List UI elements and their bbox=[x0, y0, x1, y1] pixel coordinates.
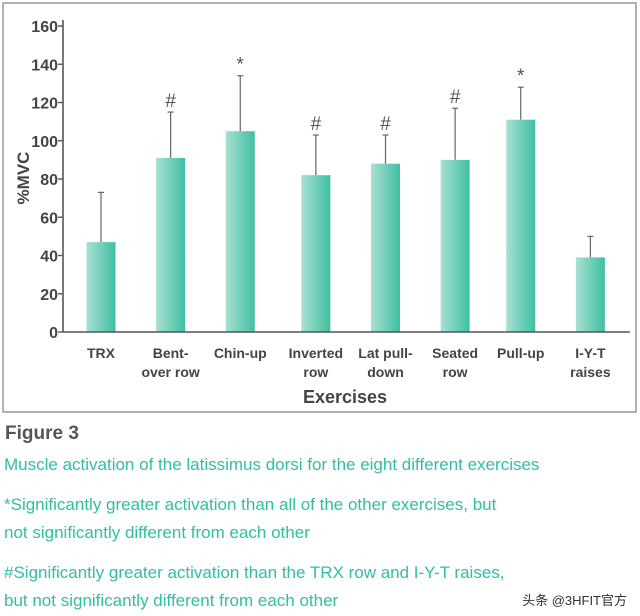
footnote-star: *Significantly greater activation than a… bbox=[4, 491, 496, 547]
significance-marker: * bbox=[237, 55, 245, 76]
figure-caption: Muscle activation of the latissimus dors… bbox=[4, 455, 540, 474]
chart: 0 20 40 60 80 100 120 140 160 # * # # # * TRX Bent-ove… bbox=[2, 2, 637, 413]
bar bbox=[156, 157, 186, 332]
bar bbox=[506, 119, 536, 333]
footnote-hash-line-2: but not significantly different from eac… bbox=[4, 591, 339, 610]
footnote-star-line-1: *Significantly greater activation than a… bbox=[4, 495, 497, 514]
x-tick-label: down bbox=[367, 364, 404, 380]
x-tick-label: Chin-up bbox=[214, 345, 267, 361]
footnote-hash-line-1: #Significantly greater activation than t… bbox=[4, 563, 505, 582]
footnote-hash: #Significantly greater activation than t… bbox=[4, 559, 505, 615]
significance-marker: # bbox=[380, 114, 391, 135]
x-axis-label: Exercises bbox=[303, 387, 387, 407]
y-tick-label: 40 bbox=[40, 249, 58, 266]
x-tick-label: TRX bbox=[87, 345, 116, 361]
y-tick-label: 100 bbox=[31, 134, 58, 151]
y-tick-label: 60 bbox=[40, 210, 58, 227]
x-tick-label: Pull-up bbox=[497, 345, 544, 361]
bar bbox=[440, 159, 470, 332]
y-tick-label: 0 bbox=[49, 325, 58, 342]
x-tick-label: Seated bbox=[432, 345, 478, 361]
x-tick-label: Lat pull- bbox=[358, 345, 413, 361]
bar bbox=[301, 175, 331, 332]
x-tick-label: over row bbox=[141, 364, 199, 380]
significance-marker: * bbox=[517, 66, 525, 87]
y-axis: 0 20 40 60 80 100 120 140 160 bbox=[31, 19, 64, 342]
x-tick-label: I-Y-T bbox=[575, 345, 606, 361]
chart-border bbox=[2, 2, 637, 413]
y-tick-label: 80 bbox=[40, 172, 58, 189]
y-tick-label: 140 bbox=[31, 57, 58, 74]
significance-marker: # bbox=[450, 87, 461, 108]
x-tick-label: row bbox=[443, 364, 468, 380]
bar-chart: 0 20 40 60 80 100 120 140 160 # * # # # * TRX Bent-ove… bbox=[2, 2, 637, 413]
significance-marker: # bbox=[311, 114, 322, 135]
y-tick-label: 120 bbox=[31, 96, 58, 113]
x-tick-label: row bbox=[303, 364, 328, 380]
bar bbox=[225, 131, 255, 332]
bar bbox=[575, 257, 605, 332]
bar bbox=[86, 242, 116, 332]
y-tick-label: 160 bbox=[31, 19, 58, 36]
x-tick-label: raises bbox=[570, 364, 611, 380]
significance-marker: # bbox=[165, 91, 176, 112]
y-axis-label: %MVC bbox=[14, 152, 33, 205]
y-tick-label: 20 bbox=[40, 287, 58, 304]
x-axis: TRX Bent-over row Chin-up Inverted row Lat pu… bbox=[63, 331, 630, 380]
x-tick-label: Inverted bbox=[289, 345, 343, 361]
x-tick-label: Bent- bbox=[153, 345, 189, 361]
watermark: 头条 @3HFIT官方 bbox=[519, 589, 630, 610]
footnote-star-line-2: not significantly different from each ot… bbox=[4, 523, 310, 542]
figure-label: Figure 3 bbox=[5, 423, 79, 444]
bar bbox=[371, 163, 400, 332]
bars: # * # # # * bbox=[86, 55, 605, 333]
